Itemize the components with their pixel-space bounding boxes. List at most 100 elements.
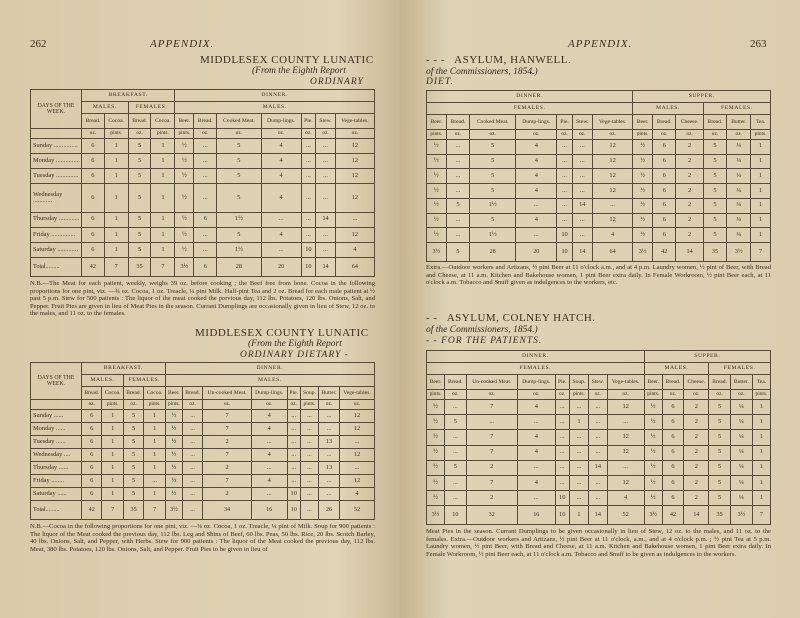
value-cell: 4 <box>250 448 288 462</box>
unit-cell: pints. <box>632 128 653 140</box>
column-header: Beer. <box>164 386 183 400</box>
value-cell: 5 <box>708 399 731 416</box>
header-row: FEMALES. MALES. FEMALES. <box>425 102 772 115</box>
value-cell: 42 <box>80 500 103 520</box>
value-cell: 6 <box>661 459 685 476</box>
header-row: DINNER. SUPPER. <box>425 90 771 103</box>
value-cell: 4 <box>516 399 556 416</box>
value-cell: 2 <box>675 183 704 199</box>
corner-header: DAYS OF THE WEEK. <box>30 88 82 130</box>
day-cell: Tuesday .............. <box>30 168 82 185</box>
header-row: MALES. FEMALES. MALES. <box>31 101 375 114</box>
value-cell: ... <box>444 489 467 507</box>
value-cell: 4 <box>515 138 558 155</box>
value-cell: 12 <box>591 138 634 155</box>
value-cell: 6 <box>661 399 685 416</box>
value-cell: ... <box>318 448 340 462</box>
column-header: Stew. <box>315 112 336 130</box>
table-row: Tuesday ...... 6 1 5 1 ½... 2......... 13... <box>30 435 376 449</box>
value-cell: 4 <box>334 241 376 259</box>
header-row: Beer. Bread. Cooked Meat. Dump-lings. Pie. St… <box>426 114 771 130</box>
value-cell: 13 <box>318 435 340 449</box>
value-cell: ... <box>516 459 556 476</box>
value-cell: 1 <box>101 409 124 423</box>
value-cell: 1 <box>751 474 772 491</box>
value-cell: ½ <box>174 241 195 259</box>
value-cell: 1 <box>143 461 166 475</box>
value-cell: 16 <box>250 500 288 520</box>
value-cell: 1 <box>103 168 129 185</box>
value-cell: ½ <box>643 429 663 446</box>
value-cell: 2 <box>202 435 252 449</box>
value-cell: 28 <box>216 257 262 277</box>
header-row: DAYS OF THE WEEK. BREAKFAST. DINNER. <box>30 88 375 130</box>
value-cell: 5 <box>122 422 145 436</box>
value-cell: 5 <box>127 153 152 170</box>
value-cell: 28 <box>469 242 517 262</box>
column-header: Butter. <box>729 373 753 391</box>
day-cell: Monday ............... <box>30 153 82 170</box>
value-cell: ... <box>588 474 608 491</box>
value-cell: ... <box>556 153 573 170</box>
value-cell: 6 <box>661 489 685 507</box>
value-cell: 5 <box>122 448 145 462</box>
value-cell: 3½ <box>726 242 752 262</box>
value-cell: ½ <box>425 444 446 461</box>
value-cell: ½ <box>643 459 663 476</box>
value-cell: 5 <box>702 183 728 199</box>
value-cell: ... <box>606 414 645 431</box>
value-cell: ½ <box>174 153 195 170</box>
column-header: Cheese. <box>675 114 704 130</box>
value-cell: 20 <box>515 242 558 262</box>
value-cell: ½ <box>632 153 653 170</box>
value-cell: 14 <box>315 257 336 277</box>
value-cell: 7 <box>465 444 518 461</box>
value-cell: 12 <box>338 422 376 436</box>
value-cell: 1 <box>103 138 129 155</box>
value-cell: 5 <box>702 197 728 214</box>
unit-cell: oz. <box>127 128 152 140</box>
value-cell: 12 <box>334 168 376 185</box>
value-cell: 1 <box>751 459 772 476</box>
value-cell: ... <box>571 153 593 170</box>
column-header: Bread. <box>193 112 218 130</box>
column-header: Bread. <box>708 373 731 391</box>
value-cell: ... <box>591 197 634 214</box>
day-cell: Sunday ............... <box>30 138 82 155</box>
unit-cell: pints. <box>101 399 124 410</box>
section-subtitle: (From the Eighth Report <box>248 339 342 349</box>
value-cell: 1 <box>101 461 124 475</box>
table-row: ½... 7 4......... 12 ½ 6 2 5 ¼ 1 <box>425 444 772 461</box>
value-cell: 3½ <box>643 505 663 525</box>
value-cell: ... <box>315 153 336 170</box>
unit-cell: oz. <box>81 128 105 140</box>
subgroup-header: FEMALES. <box>127 101 176 114</box>
value-cell: ½ <box>425 414 446 431</box>
unit-cell: oz. <box>80 399 103 410</box>
value-cell: ... <box>181 448 204 462</box>
value-cell: ... <box>571 227 593 243</box>
unit-cell: oz. <box>515 128 558 140</box>
value-cell: 6 <box>661 474 685 491</box>
unit-cell: pints. <box>150 128 176 140</box>
value-cell: 3½ <box>632 242 653 262</box>
group-header: DINNER. <box>164 362 376 375</box>
table-row: Sunday ...... 6 1 5 1 ½... 7 4......... 12 <box>30 409 376 423</box>
header-row: DINNER. SUPPER. <box>426 350 772 363</box>
unit-cell: oz. <box>726 128 752 140</box>
value-cell: 4 <box>250 409 288 423</box>
value-cell: ¼ <box>726 197 752 214</box>
value-cell: 1 <box>150 168 176 185</box>
value-cell: 14 <box>588 505 608 525</box>
value-cell: 3½ <box>164 500 183 520</box>
value-cell: 12 <box>591 168 634 184</box>
value-cell: 1 <box>143 422 166 436</box>
column-header: Soup. <box>299 386 320 400</box>
value-cell: 1 <box>750 197 771 214</box>
value-cell: ¼ <box>726 168 752 184</box>
unit-cell: pints. <box>643 389 663 401</box>
value-cell: 5 <box>708 414 731 431</box>
value-cell: 2 <box>202 487 252 501</box>
value-cell: ½ <box>425 459 446 476</box>
table-row: Wednesday ............ 6 1 5 1 ½... 5 4...... 12 <box>30 183 376 213</box>
